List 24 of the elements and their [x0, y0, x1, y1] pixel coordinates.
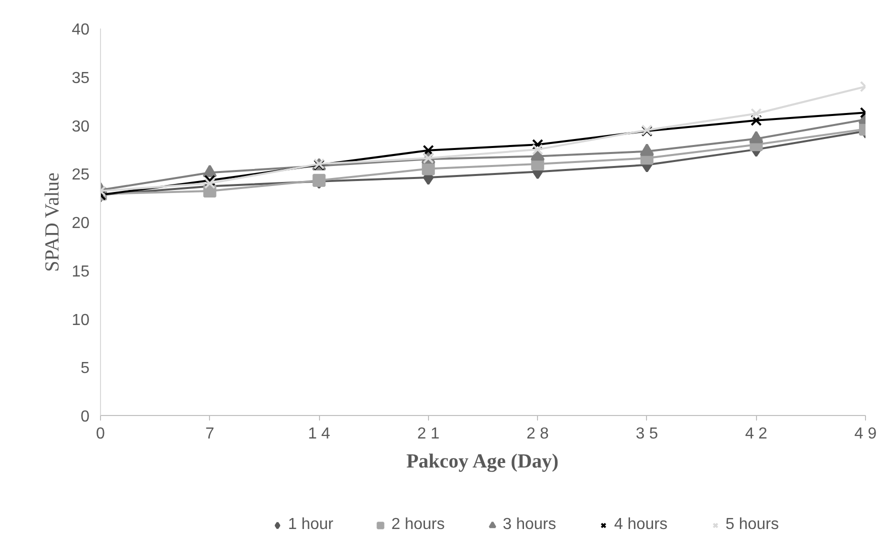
x-tick-label: 7 [205, 426, 214, 442]
y-tick-label: 15 [72, 263, 90, 280]
x-tick-label: 2 8 [526, 426, 549, 442]
y-tick-label: 40 [72, 22, 90, 38]
legend-label: 5 hours [726, 516, 779, 534]
y-tick-label: 0 [80, 408, 90, 426]
y-tick-label: 25 [72, 166, 90, 184]
x-tick-label: 4 9 [854, 426, 877, 442]
legend-label: 3 hours [502, 516, 556, 534]
legend-label: 2 hours [391, 516, 445, 534]
y-tick-label: 30 [72, 118, 90, 136]
legend-label: 1 hour [288, 516, 334, 534]
x-axis-title: Pakcoy Age (Day) [406, 450, 559, 472]
x-tick-label: 3 5 [636, 426, 658, 442]
y-tick-label: 5 [80, 360, 90, 378]
y-tick-label: 10 [72, 312, 90, 329]
x-tick-label: 0 [96, 426, 106, 442]
y-tick-label: 35 [72, 70, 90, 87]
y-axis-title: SPAD Value [42, 172, 64, 272]
x-tick-label: 2 1 [417, 426, 440, 442]
legend-label: 4 hours [614, 516, 668, 534]
x-tick-label: 4 2 [745, 426, 768, 442]
x-tick-label: 1 4 [308, 426, 330, 442]
y-tick-label: 20 [72, 215, 90, 232]
